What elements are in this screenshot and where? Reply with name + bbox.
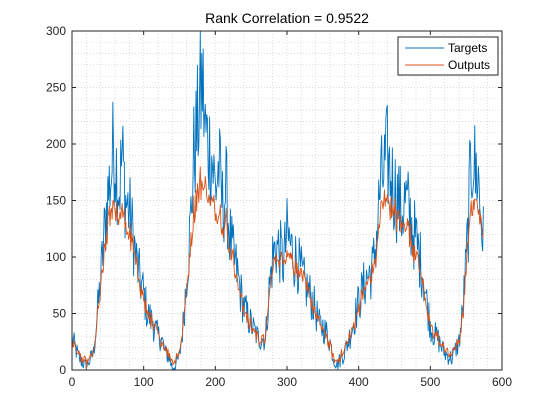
legend-label-outputs: Outputs [448, 58, 490, 72]
chart-title: Rank Correlation = 0.9522 [205, 10, 369, 26]
x-tick-label: 100 [134, 375, 154, 389]
legend-box [397, 36, 499, 76]
series-lines [71, 31, 484, 371]
y-tick-label: 0 [59, 363, 66, 377]
x-tick-label: 0 [69, 375, 76, 389]
x-tick-label: 300 [277, 375, 297, 389]
y-tick-label: 200 [46, 137, 66, 151]
y-tick-label: 50 [53, 307, 67, 321]
y-tick-label: 250 [46, 81, 66, 95]
series-line-outputs [71, 166, 484, 370]
x-tick-label: 500 [420, 375, 440, 389]
ticks: 0 100 200 300 400 500 600 0 50 100 150 200 250 300 [46, 24, 512, 389]
y-tick-label: 150 [46, 194, 66, 208]
x-tick-label: 200 [205, 375, 225, 389]
legend: Targets Outputs [397, 36, 499, 76]
y-tick-label: 300 [46, 24, 66, 38]
legend-label-targets: Targets [448, 41, 487, 55]
x-tick-label: 400 [349, 375, 369, 389]
x-tick-label: 600 [492, 375, 512, 389]
y-tick-label: 100 [46, 250, 66, 264]
